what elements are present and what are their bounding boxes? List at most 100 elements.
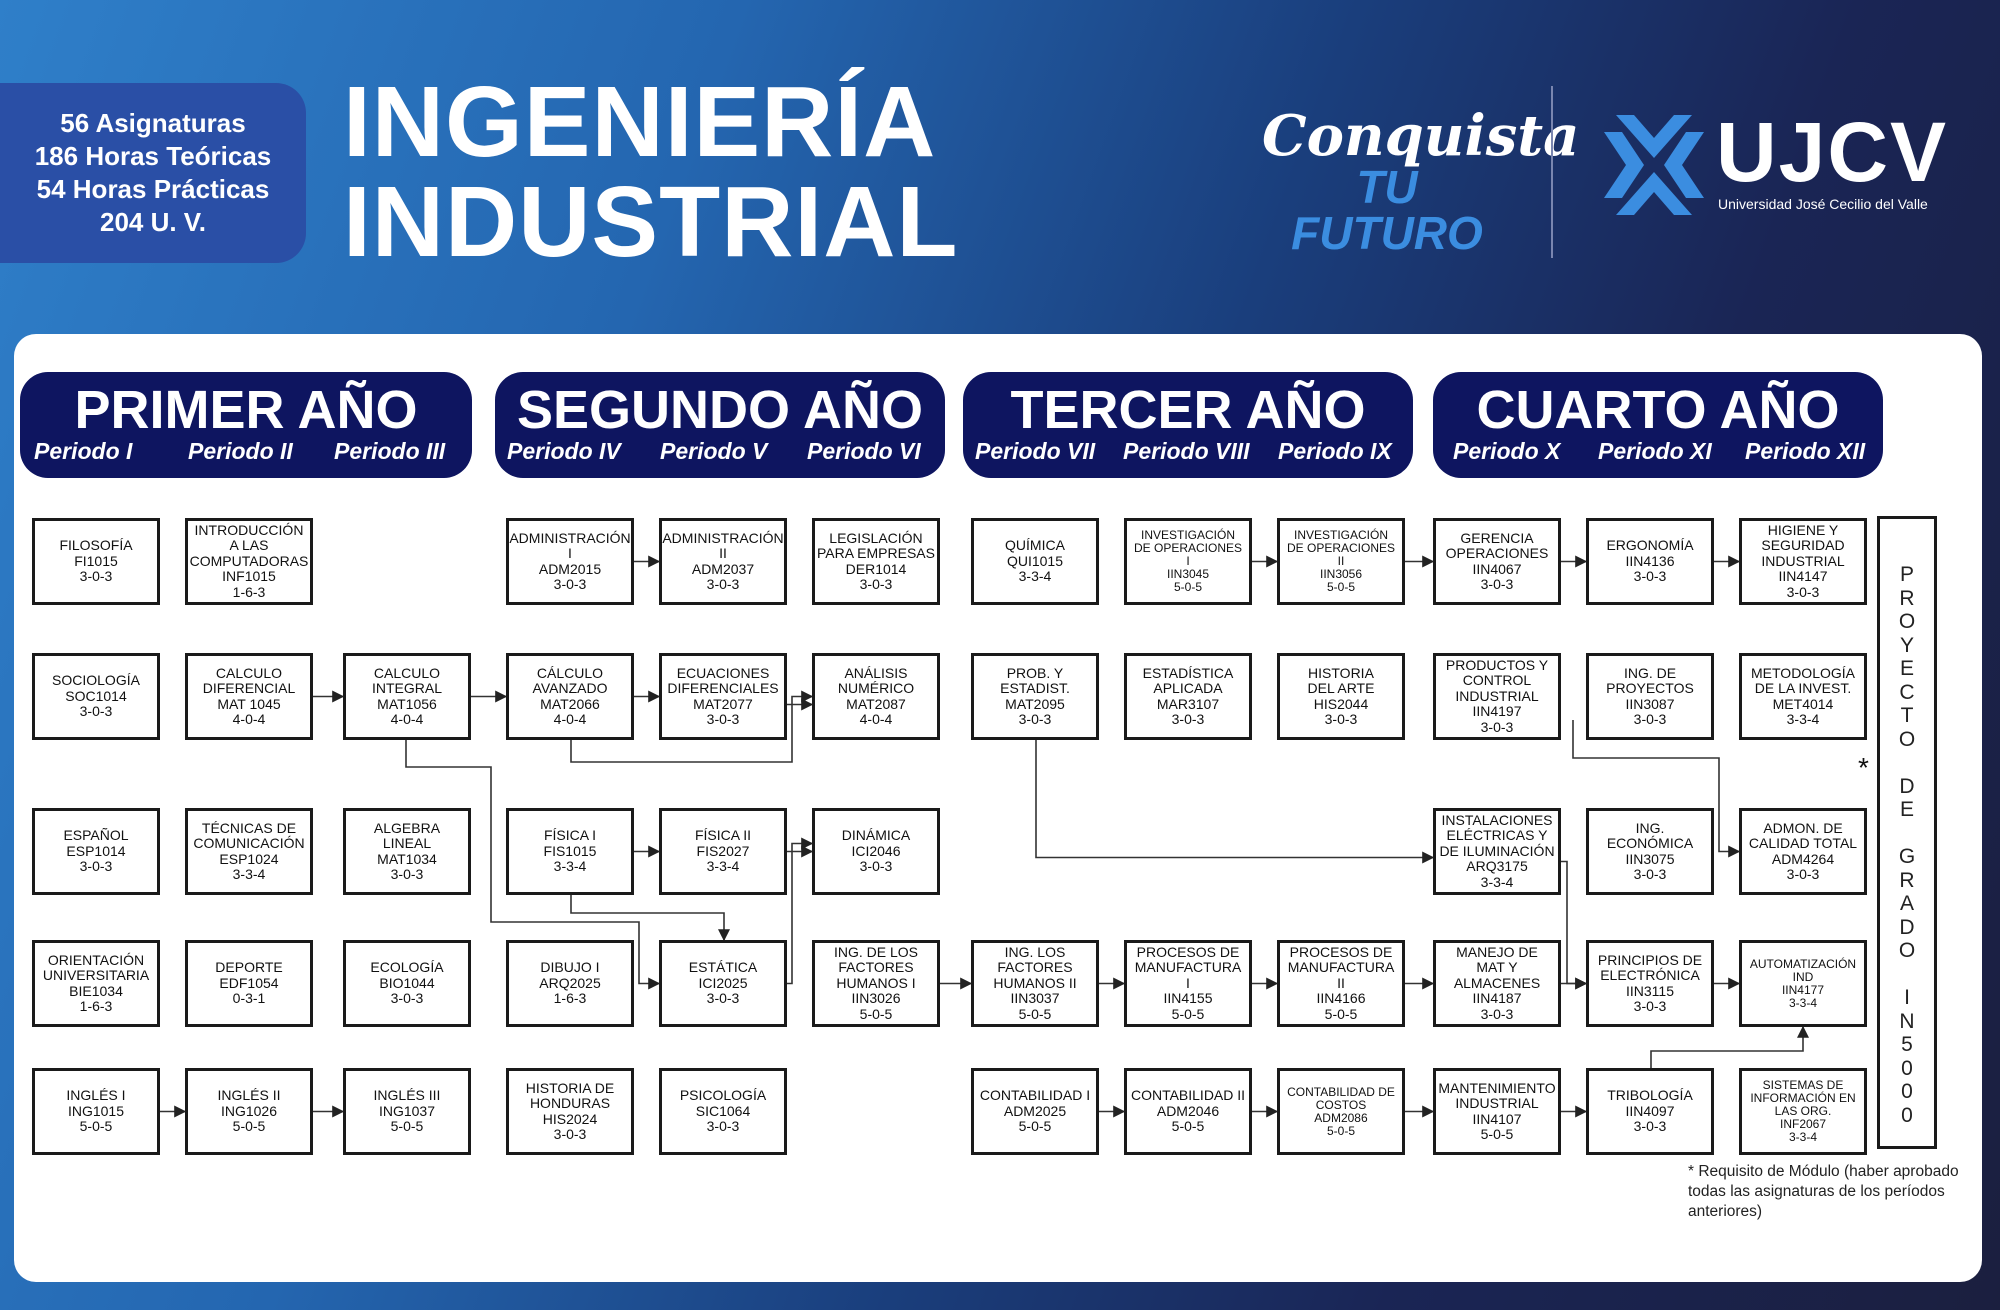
course-box-c12-5: SISTEMAS DE INFORMACIÓN EN LAS ORG. INF2… — [1739, 1068, 1867, 1155]
course-box-c12-4: AUTOMATIZACIÓN IND IIN4177 3-3-4 — [1739, 940, 1867, 1027]
year-title: CUARTO AÑO — [1476, 380, 1840, 440]
year-title: SEGUNDO AÑO — [516, 380, 924, 440]
course-box-c4-5: HISTORIA DE HONDURAS HIS2024 3-0-3 — [506, 1068, 634, 1155]
title-line-1: INGENIERÍA — [343, 66, 937, 178]
ujcv-logo: UJCV Universidad José Cecilio del Valle — [1604, 110, 1949, 220]
course-box-c12-1: HIGIENE Y SEGURIDAD INDUSTRIAL IIN4147 3… — [1739, 518, 1867, 605]
course-box-c7-1: QUÍMICA QUI1015 3-3-4 — [971, 518, 1099, 605]
stats-uv: 204 U. V. — [99, 207, 206, 237]
logo-subtitle: Universidad José Cecilio del Valle — [1718, 196, 1928, 212]
course-box-c8-4: PROCESOS DE MANUFACTURA I IIN4155 5-0-5 — [1124, 940, 1252, 1027]
stats-theory-hours: 186 Horas Teóricas — [34, 141, 272, 171]
course-box-c11-5: TRIBOLOGÍA IIN4097 3-0-3 — [1586, 1068, 1714, 1155]
course-box-c5-5: PSICOLOGÍA SIC1064 3-0-3 — [659, 1068, 787, 1155]
prerequisite-arrow — [405, 740, 661, 990]
year-header-4: CUARTO AÑO Periodo X Periodo XI Periodo XII — [1433, 372, 1883, 478]
period-label: Periodo XI — [1598, 438, 1712, 464]
course-box-c8-1: INVESTIGACIÓN DE OPERACIONES I IIN3045 5… — [1124, 518, 1252, 605]
proyecto-de-grado-box: P R O Y E C T O D E G R A D O I N 5 0 0 … — [1877, 516, 1937, 1149]
course-box-c5-3: FÍSICA II FIS2027 3-3-4 — [659, 808, 787, 895]
course-box-c3-2: CALCULO INTEGRAL MAT1056 4-0-4 — [343, 653, 471, 740]
course-box-c7-5: CONTABILIDAD I ADM2025 5-0-5 — [971, 1068, 1099, 1155]
course-box-c9-2: HISTORIA DEL ARTE HIS2044 3-0-3 — [1277, 653, 1405, 740]
year-header-3: TERCER AÑO Periodo VII Periodo VIII Periodo… — [963, 372, 1413, 478]
course-box-c1-1: FILOSOFÍA FI1015 3-0-3 — [32, 518, 160, 605]
course-box-c3-3: ALGEBRA LINEAL MAT1034 3-0-3 — [343, 808, 471, 895]
course-box-c1-2: SOCIOLOGÍA SOC1014 3-0-3 — [32, 653, 160, 740]
course-box-c4-3: FÍSICA I FIS1015 3-3-4 — [506, 808, 634, 895]
course-box-c5-4: ESTÁTICA ICI2025 3-0-3 — [659, 940, 787, 1027]
year-title: TERCER AÑO — [1010, 380, 1366, 440]
course-box-c10-2: PRODUCTOS Y CONTROL INDUSTRIAL IIN4197 3… — [1433, 653, 1561, 740]
period-label: Periodo III — [334, 438, 446, 464]
page-title: INGENIERÍA INDUSTRIAL — [343, 72, 959, 272]
course-box-c8-5: CONTABILIDAD II ADM2046 5-0-5 — [1124, 1068, 1252, 1155]
stats-box: 56 Asignaturas 186 Horas Teóricas 54 Hor… — [0, 83, 306, 263]
course-box-c2-3: TÉCNICAS DE COMUNICACIÓN ESP1024 3-3-4 — [185, 808, 313, 895]
course-box-c10-4: MANEJO DE MAT Y ALMACENES IIN4187 3-0-3 — [1433, 940, 1561, 1027]
header-divider — [1551, 86, 1553, 258]
slogan-line-2: TU FUTURO — [1291, 161, 1483, 259]
course-box-c1-3: ESPAÑOL ESP1014 3-0-3 — [32, 808, 160, 895]
course-box-c5-2: ECUACIONES DIFERENCIALES MAT2077 3-0-3 — [659, 653, 787, 740]
course-box-c12-3: ADMON. DE CALIDAD TOTAL ADM4264 3-0-3 — [1739, 808, 1867, 895]
proyecto-label: P R O Y E C T O D E G R A D O I N 5 0 0 … — [1898, 563, 1916, 1127]
prerequisite-arrow — [1035, 740, 1435, 864]
course-box-c3-4: ECOLOGÍA BIO1044 3-0-3 — [343, 940, 471, 1027]
period-label: Periodo X — [1453, 438, 1561, 464]
prerequisite-arrow — [570, 690, 814, 763]
period-label: Periodo IV — [507, 438, 621, 464]
title-line-2: INDUSTRIAL — [343, 166, 959, 278]
course-box-c6-3: DINÁMICA ICI2046 3-0-3 — [812, 808, 940, 895]
course-box-c6-4: ING. DE LOS FACTORES HUMANOS I IIN3026 5… — [812, 940, 940, 1027]
prerequisite-arrow — [1561, 860, 1588, 990]
course-box-c1-5: INGLÉS I ING1015 5-0-5 — [32, 1068, 160, 1155]
course-box-c2-5: INGLÉS II ING1026 5-0-5 — [185, 1068, 313, 1155]
period-label: Periodo XII — [1745, 438, 1866, 464]
course-box-c1-4: ORIENTACIÓN UNIVERSITARIA BIE1034 1-6-3 — [32, 940, 160, 1027]
course-box-c12-2: METODOLOGÍA DE LA INVEST. MET4014 3-3-4 — [1739, 653, 1867, 740]
stats-practice-hours: 54 Horas Prácticas — [36, 174, 270, 204]
period-label: Periodo VI — [807, 438, 921, 464]
course-box-c2-1: INTRODUCCIÓN A LAS COMPUTADORAS INF1015 … — [185, 518, 313, 605]
course-box-c6-2: ANÁLISIS NUMÉRICO MAT2087 4-0-4 — [812, 653, 940, 740]
course-box-c7-2: PROB. Y ESTADIST. MAT2095 3-0-3 — [971, 653, 1099, 740]
course-box-c5-1: ADMINISTRACIÓN II ADM2037 3-0-3 — [659, 518, 787, 605]
course-box-c11-3: ING. ECONÓMICA IIN3075 3-0-3 — [1586, 808, 1714, 895]
course-box-c3-5: INGLÉS III ING1037 5-0-5 — [343, 1068, 471, 1155]
stats-subjects: 56 Asignaturas — [60, 108, 246, 138]
course-box-c8-2: ESTADÍSTICA APLICADA MAR3107 3-0-3 — [1124, 653, 1252, 740]
footnote: * Requisito de Módulo (haber aprobado to… — [1688, 1163, 1959, 1220]
course-box-c4-1: ADMINISTRACIÓN I ADM2015 3-0-3 — [506, 518, 634, 605]
year-header-1: PRIMER AÑO Periodo I Periodo II Periodo III — [20, 372, 472, 478]
prerequisite-arrow — [570, 895, 730, 942]
course-box-c10-5: MANTENIMIENTO INDUSTRIAL IIN4107 5-0-5 — [1433, 1068, 1561, 1155]
course-box-c2-2: CALCULO DIFERENCIAL MAT 1045 4-0-4 — [185, 653, 313, 740]
prerequisite-arrow — [787, 837, 814, 985]
course-box-c2-4: DEPORTE EDF1054 0-3-1 — [185, 940, 313, 1027]
course-box-c9-5: CONTABILIDAD DE COSTOS ADM2086 5-0-5 — [1277, 1068, 1405, 1155]
period-label: Periodo VII — [975, 438, 1096, 464]
course-box-c4-2: CÁLCULO AVANZADO MAT2066 4-0-4 — [506, 653, 634, 740]
course-box-c7-4: ING. LOS FACTORES HUMANOS II IIN3037 5-0… — [971, 940, 1099, 1027]
course-box-c11-2: ING. DE PROYECTOS IIN3087 3-0-3 — [1586, 653, 1714, 740]
prerequisite-arrow — [1572, 720, 1741, 858]
period-label: Periodo IX — [1278, 438, 1392, 464]
course-box-c9-4: PROCESOS DE MANUFACTURA II IIN4166 5-0-5 — [1277, 940, 1405, 1027]
year-header-2: SEGUNDO AÑO Periodo IV Periodo V Periodo VI — [495, 372, 945, 478]
period-label: Periodo I — [34, 438, 133, 464]
year-title: PRIMER AÑO — [74, 380, 418, 440]
course-box-c4-4: DIBUJO I ARQ2025 1-6-3 — [506, 940, 634, 1027]
course-box-c10-3: INSTALACIONES ELÉCTRICAS Y DE ILUMINACIÓ… — [1433, 808, 1561, 895]
module-requirement-mark: * — [1858, 752, 1869, 783]
course-box-c6-1: LEGISLACIÓN PARA EMPRESAS DER1014 3-0-3 — [812, 518, 940, 605]
course-box-c11-1: ERGONOMÍA IIN4136 3-0-3 — [1586, 518, 1714, 605]
period-label: Periodo II — [188, 438, 293, 464]
course-box-c9-1: INVESTIGACIÓN DE OPERACIONES II IIN3056 … — [1277, 518, 1405, 605]
period-label: Periodo V — [660, 438, 768, 464]
ujcv-emblem-icon — [1604, 115, 1704, 215]
period-label: Periodo VIII — [1123, 438, 1250, 464]
prerequisite-arrow — [1650, 1025, 1809, 1068]
logo-text: UJCV — [1716, 105, 1949, 199]
